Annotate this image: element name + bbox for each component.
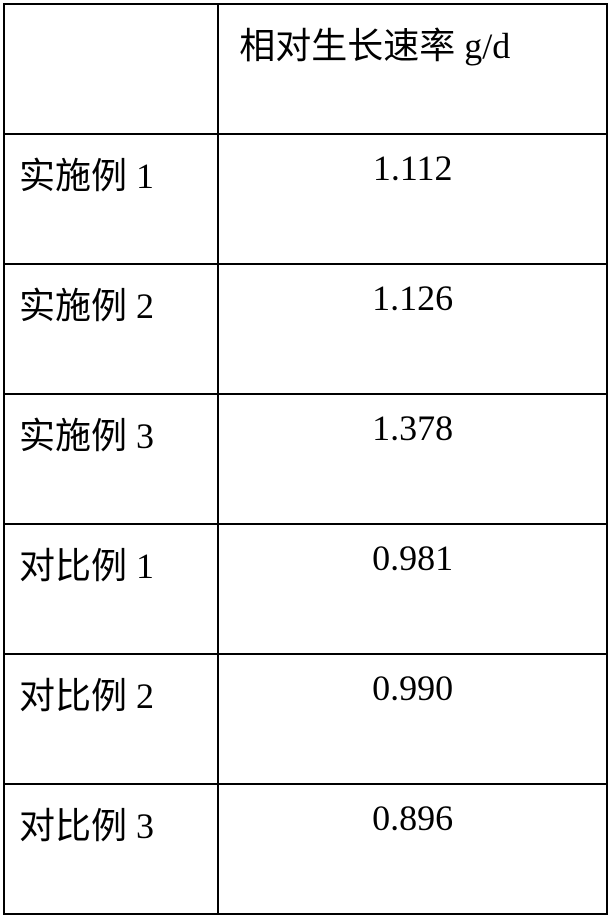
table-row: 实施例 1 1.112 xyxy=(4,134,607,264)
row-label: 实施例 2 xyxy=(4,264,218,394)
row-value: 1.378 xyxy=(218,394,607,524)
header-cell-empty xyxy=(4,4,218,134)
growth-rate-table: 相对生长速率 g/d 实施例 1 1.112 实施例 2 1.126 实施例 3… xyxy=(3,3,608,915)
row-value: 1.112 xyxy=(218,134,607,264)
row-label: 对比例 2 xyxy=(4,654,218,784)
row-label: 实施例 1 xyxy=(4,134,218,264)
table-row: 实施例 2 1.126 xyxy=(4,264,607,394)
table-row: 对比例 3 0.896 xyxy=(4,784,607,914)
table-row: 对比例 1 0.981 xyxy=(4,524,607,654)
row-value: 1.126 xyxy=(218,264,607,394)
row-value: 0.896 xyxy=(218,784,607,914)
row-label: 对比例 1 xyxy=(4,524,218,654)
table-row: 实施例 3 1.378 xyxy=(4,394,607,524)
header-cell-rate: 相对生长速率 g/d xyxy=(218,4,607,134)
table-header-row: 相对生长速率 g/d xyxy=(4,4,607,134)
row-label: 实施例 3 xyxy=(4,394,218,524)
row-value: 0.981 xyxy=(218,524,607,654)
table-row: 对比例 2 0.990 xyxy=(4,654,607,784)
row-label: 对比例 3 xyxy=(4,784,218,914)
row-value: 0.990 xyxy=(218,654,607,784)
